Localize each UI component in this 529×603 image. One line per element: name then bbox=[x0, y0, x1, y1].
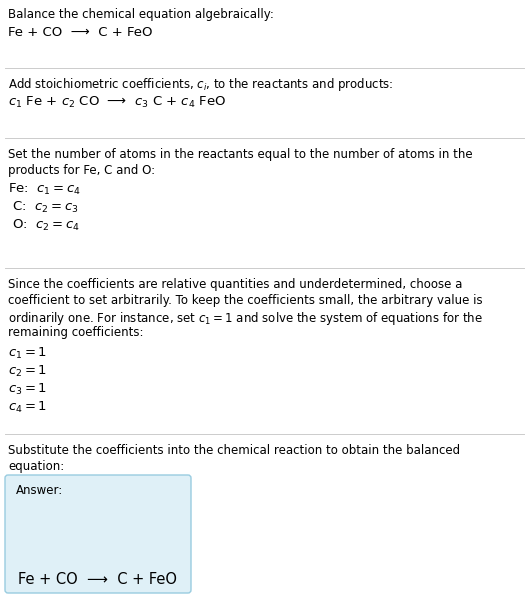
Text: coefficient to set arbitrarily. To keep the coefficients small, the arbitrary va: coefficient to set arbitrarily. To keep … bbox=[8, 294, 482, 307]
Text: remaining coefficients:: remaining coefficients: bbox=[8, 326, 143, 339]
Text: Since the coefficients are relative quantities and underdetermined, choose a: Since the coefficients are relative quan… bbox=[8, 278, 462, 291]
Text: Balance the chemical equation algebraically:: Balance the chemical equation algebraica… bbox=[8, 8, 274, 21]
Text: Fe:  $c_1 = c_4$: Fe: $c_1 = c_4$ bbox=[8, 182, 81, 197]
Text: Add stoichiometric coefficients, $c_i$, to the reactants and products:: Add stoichiometric coefficients, $c_i$, … bbox=[8, 76, 394, 93]
Text: products for Fe, C and O:: products for Fe, C and O: bbox=[8, 164, 155, 177]
Text: Fe + CO  ⟶  C + FeO: Fe + CO ⟶ C + FeO bbox=[19, 572, 178, 587]
Text: Fe + CO  ⟶  C + FeO: Fe + CO ⟶ C + FeO bbox=[8, 26, 152, 39]
Text: Set the number of atoms in the reactants equal to the number of atoms in the: Set the number of atoms in the reactants… bbox=[8, 148, 472, 161]
Text: $c_1 = 1$: $c_1 = 1$ bbox=[8, 346, 47, 361]
Text: Answer:: Answer: bbox=[16, 484, 63, 497]
Text: equation:: equation: bbox=[8, 460, 64, 473]
Text: Substitute the coefficients into the chemical reaction to obtain the balanced: Substitute the coefficients into the che… bbox=[8, 444, 460, 457]
Text: $c_2 = 1$: $c_2 = 1$ bbox=[8, 364, 47, 379]
FancyBboxPatch shape bbox=[5, 475, 191, 593]
Text: ordinarily one. For instance, set $c_1 = 1$ and solve the system of equations fo: ordinarily one. For instance, set $c_1 =… bbox=[8, 310, 483, 327]
Text: $c_1$ Fe + $c_2$ CO  ⟶  $c_3$ C + $c_4$ FeO: $c_1$ Fe + $c_2$ CO ⟶ $c_3$ C + $c_4$ Fe… bbox=[8, 95, 226, 110]
Text: $c_3 = 1$: $c_3 = 1$ bbox=[8, 382, 47, 397]
Text: $c_4 = 1$: $c_4 = 1$ bbox=[8, 400, 47, 415]
Text: O:  $c_2 = c_4$: O: $c_2 = c_4$ bbox=[8, 218, 80, 233]
Text: C:  $c_2 = c_3$: C: $c_2 = c_3$ bbox=[8, 200, 79, 215]
